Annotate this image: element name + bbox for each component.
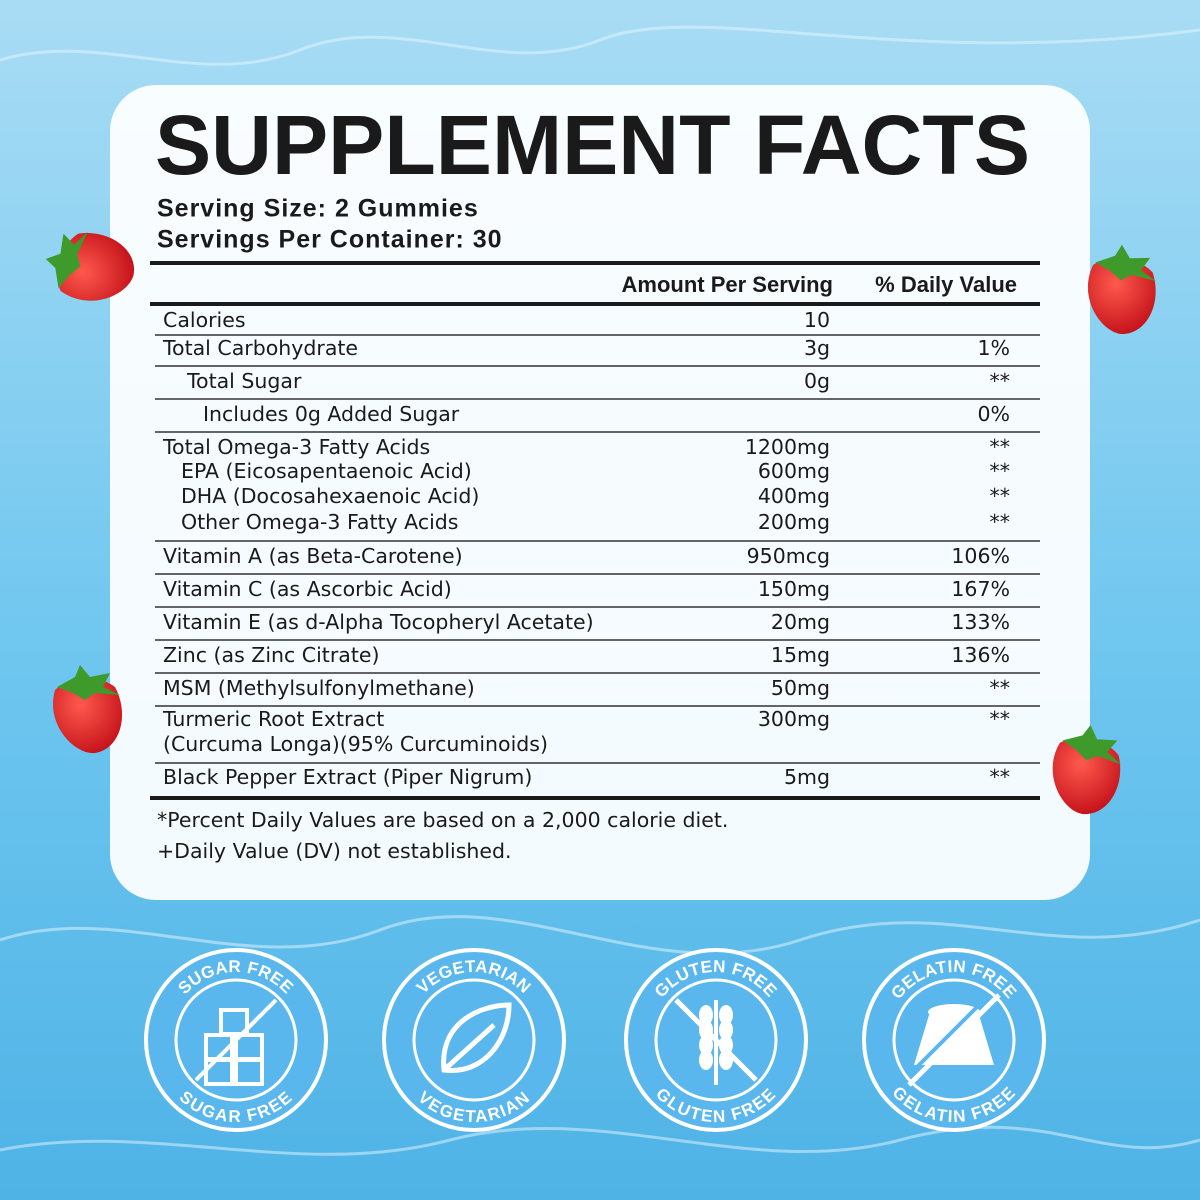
row-dv: 1% (977, 336, 1010, 360)
row-dv: ** (990, 510, 1011, 534)
row-amount: 300mg (758, 707, 830, 731)
row-label: Total Sugar (186, 369, 302, 393)
row-dv: ** (990, 435, 1011, 459)
icon-grain (699, 1005, 713, 1025)
title: SUPPLEMENT FACTS (155, 98, 1030, 192)
icon-grain (699, 1035, 713, 1055)
icon-grain (719, 1020, 733, 1040)
water-ripples (0, 25, 1200, 1156)
row-dv: 133% (951, 610, 1010, 634)
servings-per-container: Servings Per Container: 30 (157, 226, 503, 254)
row-label: Turmeric Root Extract (162, 707, 384, 731)
row-amount: 950mcg (747, 544, 830, 568)
badge-inner (654, 978, 778, 1102)
footnote: +Daily Value (DV) not established. (157, 839, 512, 863)
serving-size: Serving Size: 2 Gummies (157, 195, 479, 223)
row-label: Zinc (as Zinc Citrate) (163, 643, 379, 667)
row-sublabel: (Curcuma Longa)(95% Curcuminoids) (163, 732, 548, 756)
icon-cube (234, 1058, 264, 1086)
row-amount: 50mg (771, 676, 830, 700)
icon-slash (907, 993, 1001, 1087)
row-dv: ** (990, 765, 1011, 789)
row-amount: 3g (804, 336, 830, 360)
icon-grain (699, 1050, 713, 1070)
footnote: *Percent Daily Values are based on a 2,0… (157, 808, 728, 832)
icon-slash (194, 998, 278, 1082)
row-amount: 200mg (758, 510, 830, 534)
icon-slash-gap (907, 993, 991, 1077)
header: % Daily Value (875, 272, 1017, 297)
row-label: DHA (Docosahexaenoic Acid) (181, 484, 479, 508)
row-dv: 0% (977, 402, 1010, 426)
table: Calories 10 Total Carbohydrate 3g 1% Total Su… (155, 308, 1040, 789)
icon-leaf (441, 1002, 512, 1073)
row-dv: 167% (951, 577, 1010, 601)
badge-inner (892, 978, 1016, 1102)
row-amount: 10 (804, 308, 830, 332)
row-dv: ** (990, 707, 1011, 731)
row-amount: 5mg (784, 765, 830, 789)
icon-grain (719, 1005, 733, 1025)
row-label: Vitamin C (as Ascorbic Acid) (163, 577, 452, 601)
row-dv: 136% (951, 643, 1010, 667)
row-dv: ** (990, 676, 1011, 700)
badge-inner (412, 978, 536, 1102)
row-amount: 1200mg (745, 435, 830, 459)
row-label: Other Omega-3 Fatty Acids (181, 510, 459, 534)
badge-inner (174, 978, 298, 1102)
row-label: MSM (Methylsulfonylmethane) (163, 676, 475, 700)
icon-slash (674, 998, 758, 1082)
header: Amount Per Serving (622, 272, 833, 297)
row-label: Includes 0g Added Sugar (203, 402, 460, 426)
row-amount: 15mg (771, 643, 830, 667)
row-dv: ** (990, 459, 1011, 483)
row-label: Vitamin A (as Beta-Carotene) (163, 544, 463, 568)
row-label: Vitamin E (as d-Alpha Tocopheryl Acetate… (163, 610, 594, 634)
row-dv: ** (990, 369, 1011, 393)
facts-card (110, 85, 1090, 900)
row-label: EPA (Eicosapentaenoic Acid) (181, 459, 472, 483)
row-amount: 0g (804, 369, 830, 393)
row-label: Total Omega-3 Fatty Acids (162, 435, 430, 459)
icon-cube (219, 1008, 249, 1036)
row-label: Calories (163, 308, 246, 332)
row-amount: 150mg (758, 577, 830, 601)
row-amount: 600mg (758, 459, 830, 483)
row-label: Black Pepper Extract (Piper Nigrum) (163, 765, 532, 789)
row-label: Total Carbohydrate (162, 336, 358, 360)
row-amount: 400mg (758, 484, 830, 508)
row-amount: 20mg (771, 610, 830, 634)
row-dv: 106% (951, 544, 1010, 568)
row-dv: ** (990, 484, 1011, 508)
